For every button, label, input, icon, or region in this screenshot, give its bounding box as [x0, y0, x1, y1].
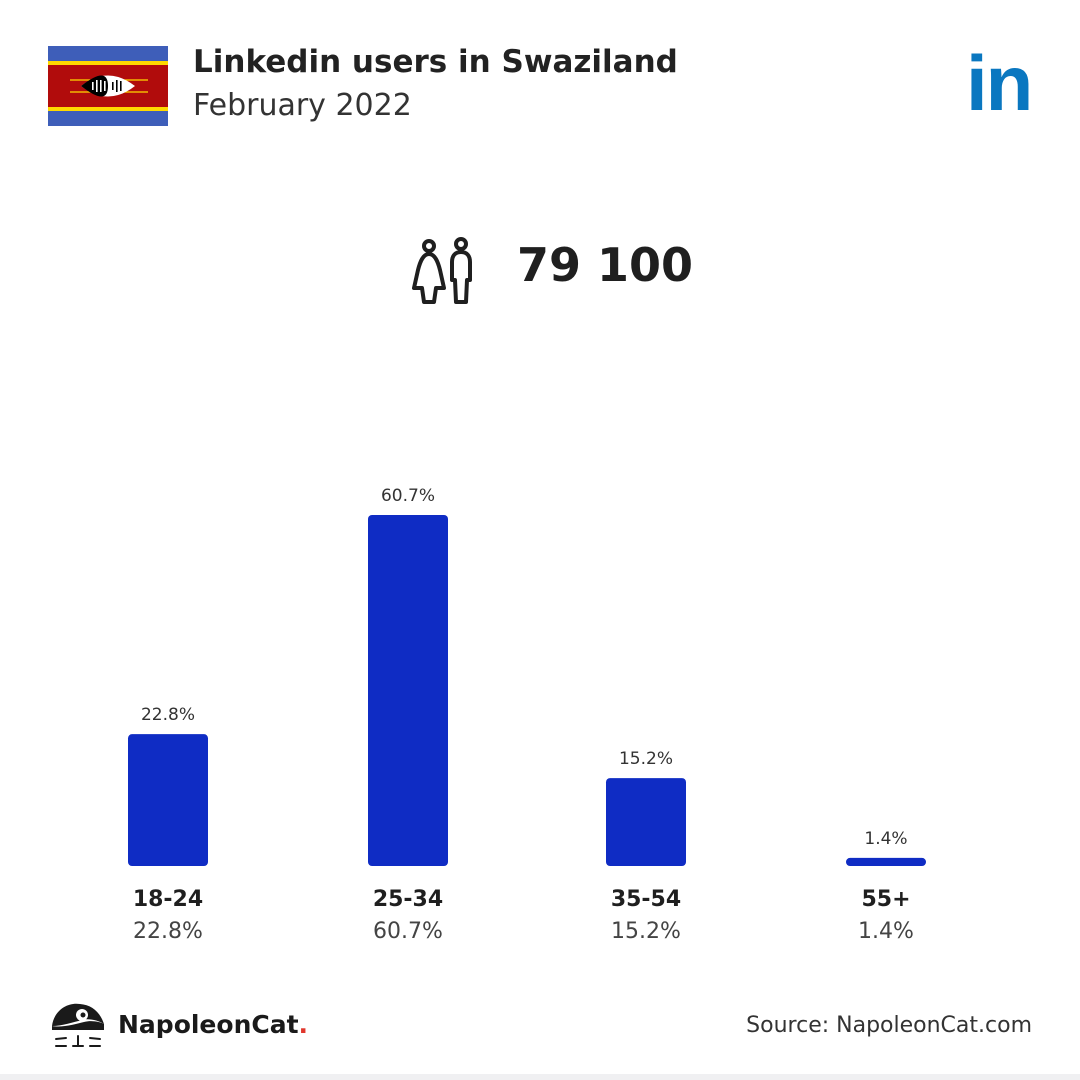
napoleoncat-brand[interactable]: NapoleonCat.	[48, 998, 308, 1054]
page-title: Linkedin users in Swaziland	[193, 44, 678, 80]
bar-value-label: 60.7%	[381, 486, 435, 506]
age-distribution-chart: 22.8% 18-24 22.8% 60.7% 25-34 60.7% 15.2% 35-54…	[128, 486, 926, 944]
bar-value-label: 15.2%	[619, 749, 673, 769]
category-label: 18-24	[133, 887, 203, 912]
bar-25-34	[368, 515, 448, 866]
bar-18-24	[128, 734, 208, 866]
footer-strip	[0, 1074, 1080, 1080]
source-label: Source: NapoleonCat.com	[746, 1013, 1032, 1038]
category-label: 55+	[861, 887, 910, 912]
bar-55+	[846, 857, 926, 866]
bar-value-label: 22.8%	[141, 705, 195, 725]
brand-name: NapoleonCat.	[118, 1010, 308, 1039]
category-label: 35-54	[611, 887, 681, 912]
category-percent-label: 60.7%	[373, 919, 443, 944]
linkedin-logo-icon: in	[966, 39, 1033, 127]
bar-value-label: 1.4%	[864, 829, 907, 849]
category-percent-label: 15.2%	[611, 919, 681, 944]
napoleoncat-logo-icon	[52, 1003, 104, 1047]
category-label: 25-34	[373, 887, 443, 912]
brand-dot: .	[298, 1010, 309, 1039]
brand-name-text: NapoleonCat	[118, 1010, 299, 1039]
category-percent-label: 1.4%	[858, 919, 914, 944]
swaziland-flag-icon	[48, 46, 168, 126]
bar-35-54	[606, 778, 686, 866]
total-users-value: 79 100	[517, 238, 694, 292]
people-icon	[412, 237, 472, 304]
category-percent-label: 22.8%	[133, 919, 203, 944]
page-subtitle: February 2022	[193, 88, 412, 123]
